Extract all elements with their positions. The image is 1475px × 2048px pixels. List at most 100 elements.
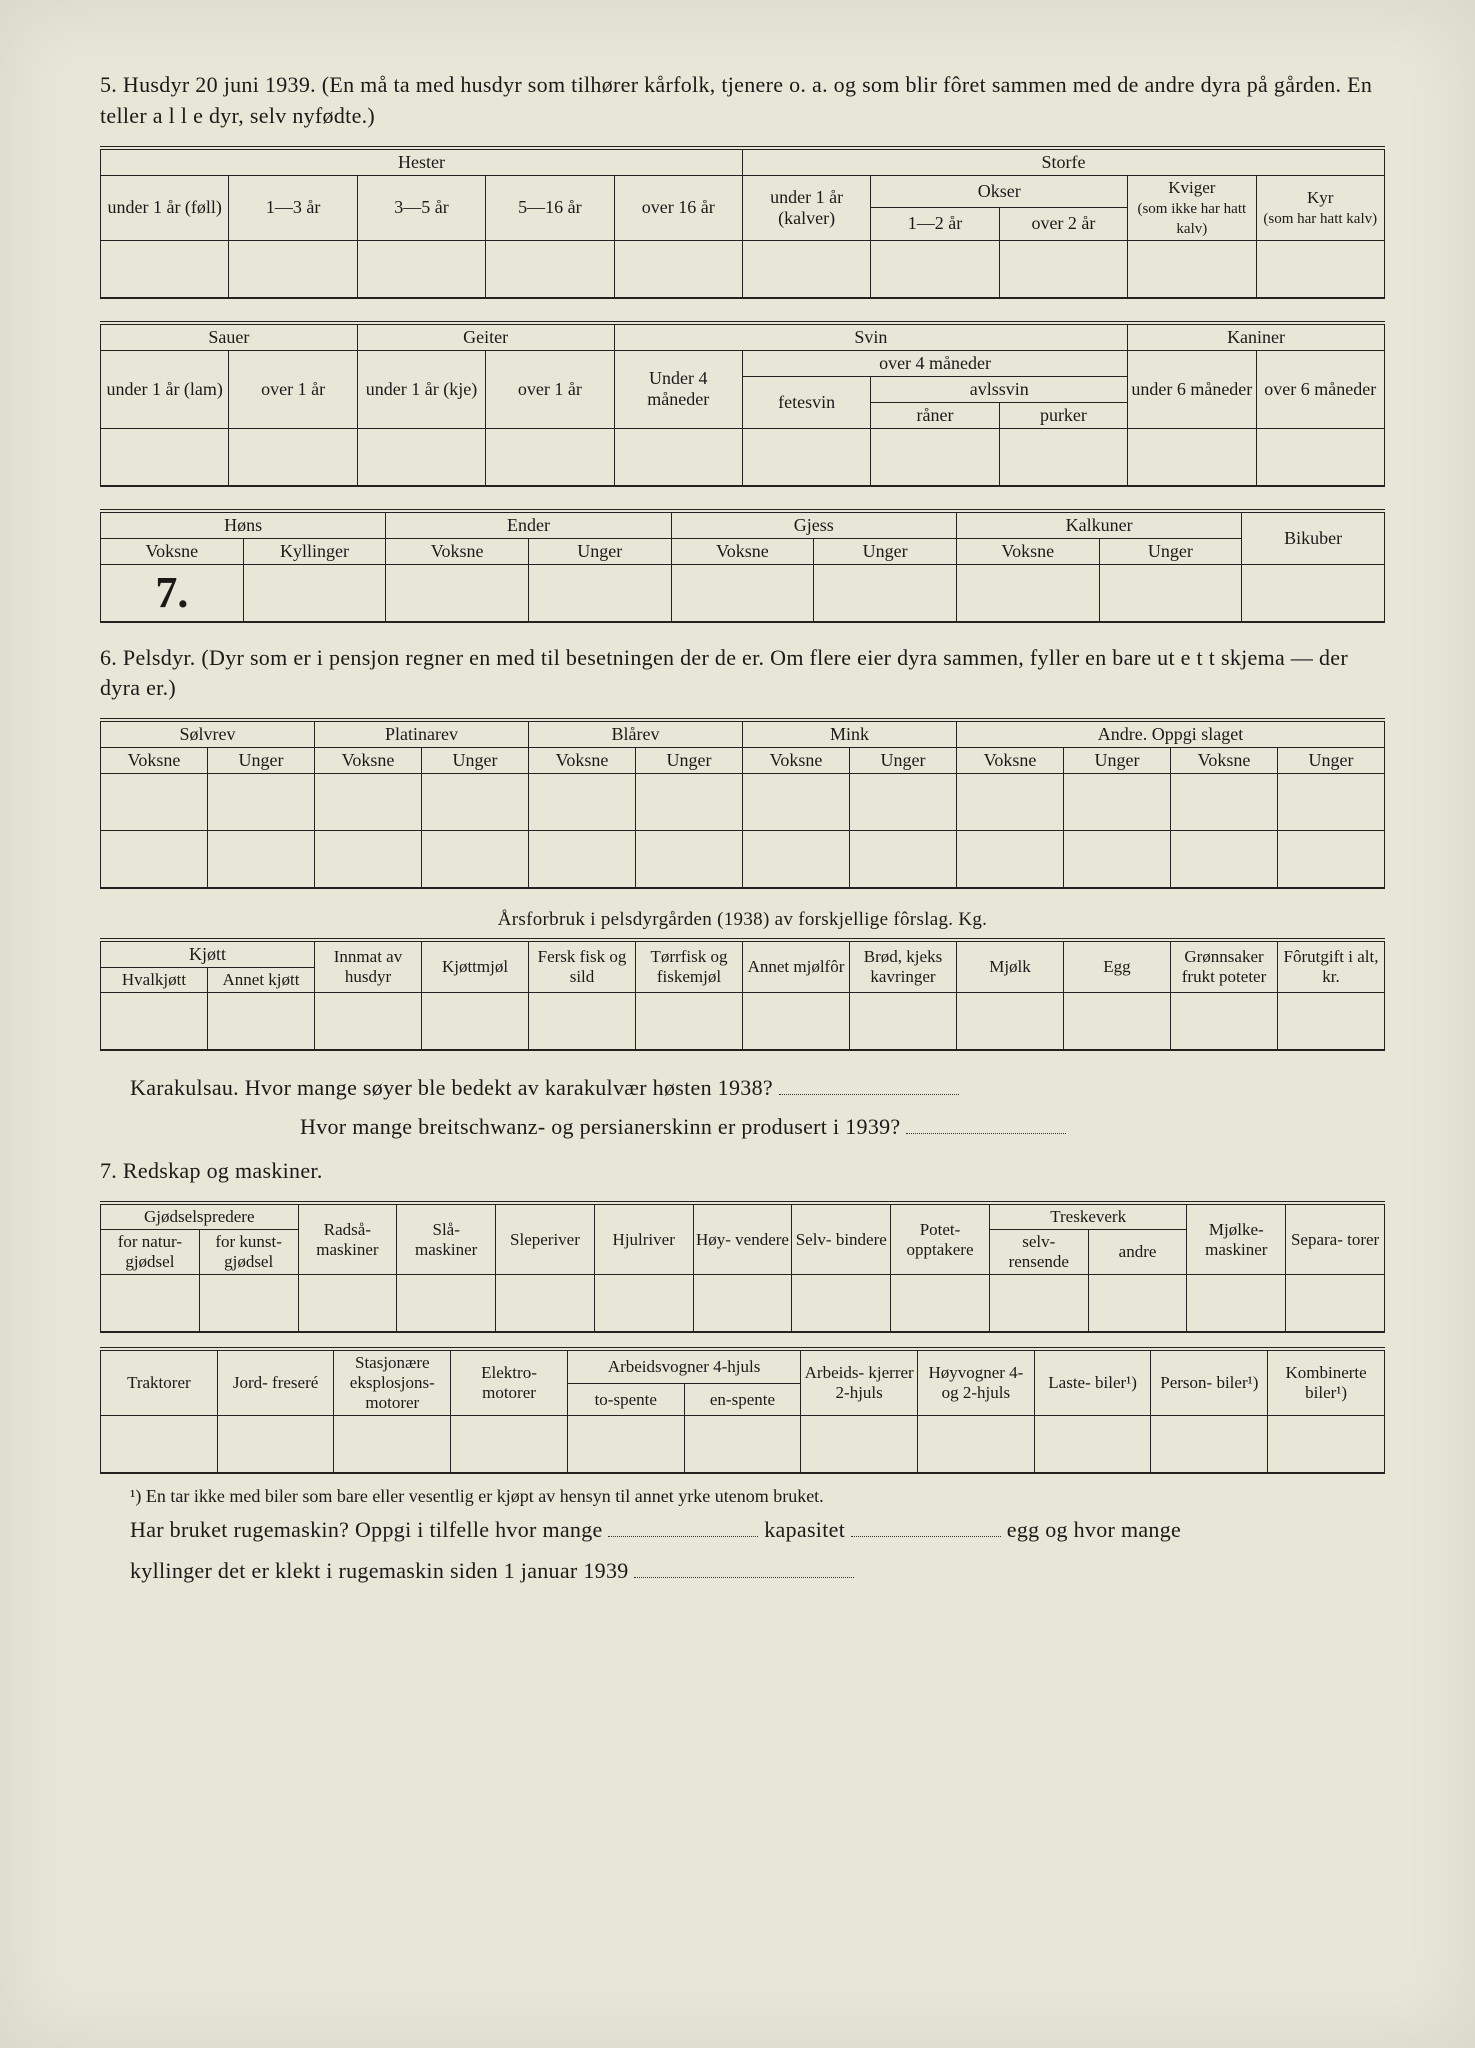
cell[interactable] [315, 831, 422, 889]
cell[interactable] [298, 1275, 397, 1333]
cell[interactable] [101, 1275, 200, 1333]
cell[interactable] [1256, 240, 1384, 298]
cell[interactable] [1151, 1416, 1268, 1474]
cell[interactable] [850, 831, 957, 889]
cell[interactable] [229, 240, 357, 298]
cell[interactable] [529, 774, 636, 831]
cell[interactable] [1278, 831, 1385, 889]
cell[interactable] [208, 774, 315, 831]
cell[interactable] [871, 428, 999, 486]
cell[interactable] [567, 1416, 684, 1474]
cell[interactable] [1268, 1416, 1385, 1474]
cell[interactable] [422, 992, 529, 1050]
cell[interactable] [743, 992, 850, 1050]
cell[interactable] [1064, 831, 1171, 889]
cell[interactable] [101, 992, 208, 1050]
cell[interactable] [422, 831, 529, 889]
h: Voksne [315, 748, 422, 774]
cell[interactable] [1278, 774, 1385, 831]
cell[interactable] [386, 564, 529, 622]
cell[interactable] [1171, 774, 1278, 831]
cell[interactable] [684, 1416, 801, 1474]
cell[interactable] [1064, 774, 1171, 831]
cell[interactable] [636, 831, 743, 889]
cell[interactable] [1187, 1275, 1286, 1333]
cell[interactable] [486, 240, 614, 298]
cell[interactable] [1064, 992, 1171, 1050]
cell[interactable] [199, 1275, 298, 1333]
cell[interactable] [101, 1416, 218, 1474]
cell[interactable] [850, 992, 957, 1050]
cell[interactable] [529, 831, 636, 889]
cell[interactable] [208, 831, 315, 889]
cell[interactable] [814, 564, 957, 622]
cell[interactable] [742, 240, 870, 298]
cell[interactable] [918, 1416, 1035, 1474]
cell[interactable] [871, 240, 999, 298]
cell[interactable] [1128, 428, 1256, 486]
cell[interactable] [891, 1275, 990, 1333]
cell[interactable] [957, 774, 1064, 831]
cell[interactable] [397, 1275, 496, 1333]
blank-line[interactable] [634, 1557, 854, 1578]
cell[interactable] [743, 831, 850, 889]
cell[interactable] [1171, 831, 1278, 889]
cell[interactable] [636, 992, 743, 1050]
cell[interactable] [529, 992, 636, 1050]
cell[interactable] [101, 428, 229, 486]
cell[interactable] [496, 1275, 595, 1333]
hdr-okser-1-2: 1—2 år [871, 208, 999, 241]
blank-line[interactable] [851, 1516, 1001, 1537]
cell[interactable] [989, 1275, 1088, 1333]
cell[interactable] [999, 428, 1127, 486]
cell[interactable] [451, 1416, 568, 1474]
cell[interactable] [850, 774, 957, 831]
cell[interactable] [217, 1416, 334, 1474]
cell[interactable] [957, 992, 1064, 1050]
cell[interactable] [315, 992, 422, 1050]
cell[interactable] [101, 774, 208, 831]
blank-line[interactable] [608, 1516, 758, 1537]
cell[interactable] [528, 564, 671, 622]
cell-hons-voksne[interactable]: 7. [101, 564, 244, 622]
cell[interactable] [229, 428, 357, 486]
hdr-gjodsel: Gjødselspredere [101, 1203, 299, 1230]
cell[interactable] [1242, 564, 1385, 622]
cell[interactable] [999, 240, 1127, 298]
cell[interactable] [243, 564, 386, 622]
blank-line[interactable] [906, 1113, 1066, 1134]
cell[interactable] [594, 1275, 693, 1333]
cell[interactable] [956, 564, 1099, 622]
cell[interactable] [1256, 428, 1384, 486]
cell[interactable] [208, 992, 315, 1050]
cell[interactable] [792, 1275, 891, 1333]
section5-title: Husdyr 20 juni 1939. (En må ta med husdy… [100, 72, 1372, 128]
blank-line[interactable] [779, 1074, 959, 1095]
cell[interactable] [1099, 564, 1242, 622]
cell[interactable] [1286, 1275, 1385, 1333]
cell[interactable] [422, 774, 529, 831]
cell[interactable] [1128, 240, 1256, 298]
cell[interactable] [742, 428, 870, 486]
cell[interactable] [743, 774, 850, 831]
cell[interactable] [101, 831, 208, 889]
cell[interactable] [957, 831, 1064, 889]
cell[interactable] [1034, 1416, 1151, 1474]
cell[interactable] [671, 564, 814, 622]
cell[interactable] [1278, 992, 1385, 1050]
cell[interactable] [636, 774, 743, 831]
cell[interactable] [614, 240, 742, 298]
cell[interactable] [357, 240, 485, 298]
cell[interactable] [101, 240, 229, 298]
cell[interactable] [486, 428, 614, 486]
cell[interactable] [334, 1416, 451, 1474]
cell[interactable] [357, 428, 485, 486]
cell[interactable] [614, 428, 742, 486]
cell[interactable] [801, 1416, 918, 1474]
cell[interactable] [315, 774, 422, 831]
cell[interactable] [693, 1275, 792, 1333]
hdr-hvalkjott: Hvalkjøtt [101, 967, 208, 992]
cell[interactable] [1088, 1275, 1187, 1333]
hdr-over6m: over 6 måneder [1256, 350, 1384, 428]
cell[interactable] [1171, 992, 1278, 1050]
